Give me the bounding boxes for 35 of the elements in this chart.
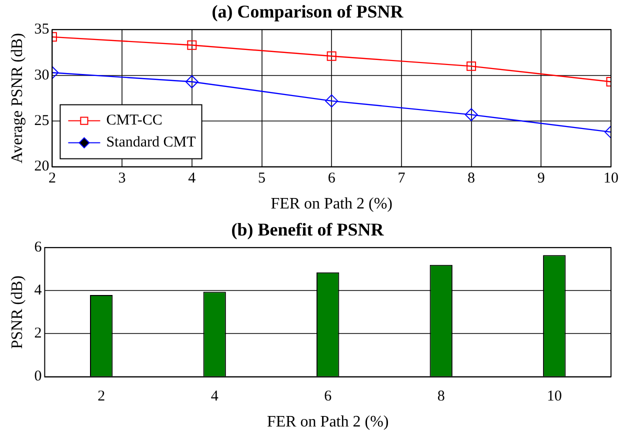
x-tick-label: 5 <box>258 170 266 187</box>
y-tick-label: 25 <box>34 113 50 130</box>
y-tick-label: 6 <box>34 240 42 256</box>
x-tick-label: 4 <box>188 170 196 187</box>
x-tick-label: 6 <box>328 170 336 187</box>
chart-title: (a) Comparison of PSNR <box>212 1 404 22</box>
point <box>326 51 336 61</box>
y-tick-label: 0 <box>34 368 42 385</box>
x-tick-label: 7 <box>398 170 406 187</box>
point <box>466 61 476 71</box>
x-axis-title: FER on Path 2 (%) <box>266 414 389 431</box>
x-tick-label: 8 <box>468 170 476 187</box>
x-tick-label: 4 <box>210 388 219 405</box>
x-axis-title: FER on Path 2 (%) <box>270 196 392 213</box>
x-tick-label: 10 <box>546 388 562 405</box>
x-tick-label: 8 <box>437 388 445 405</box>
x-tick-label: 6 <box>324 388 332 405</box>
point <box>464 108 478 122</box>
x-tick-label: 9 <box>537 170 545 187</box>
point <box>187 40 197 50</box>
x-tick-label: 2 <box>98 388 106 405</box>
y-tick-label: 35 <box>34 22 50 38</box>
x-tick-label: 10 <box>604 170 618 187</box>
y-tick-label: 4 <box>34 282 42 299</box>
point <box>185 75 198 88</box>
y-tick-label: 20 <box>34 158 50 175</box>
legend-label: Standard CMT <box>106 134 196 151</box>
chart-title: (b) Benefit of PSNR <box>231 219 385 240</box>
point <box>325 94 338 108</box>
y-axis-title: PSNR (dB) <box>8 276 26 349</box>
y-tick-label: 2 <box>34 326 42 342</box>
legend-label: CMT-CC <box>106 112 162 129</box>
y-tick-label: 30 <box>34 67 50 84</box>
y-axis-title: Average PSNR (dB) <box>8 33 26 164</box>
x-tick-label: 3 <box>118 170 126 187</box>
